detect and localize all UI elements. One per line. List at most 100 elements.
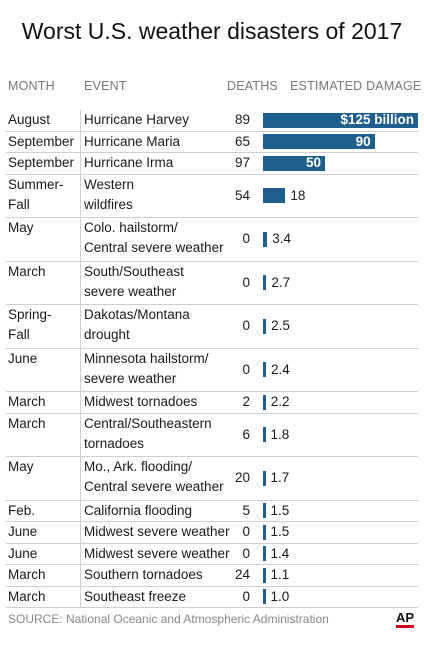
damage-bar bbox=[263, 275, 267, 291]
month-cell: June bbox=[8, 544, 78, 564]
event-text: Midwest severe weather bbox=[84, 524, 230, 539]
row-divider bbox=[6, 521, 418, 522]
deaths-value: 54 bbox=[234, 187, 250, 203]
damage-label: 50 bbox=[305, 155, 321, 171]
damage-label: 90 bbox=[355, 133, 371, 149]
ap-logo: AP bbox=[396, 611, 415, 628]
event-text: Hurricane Irma bbox=[84, 155, 174, 170]
month-cell: September bbox=[8, 132, 78, 152]
event-cell: Western wildfires bbox=[84, 175, 234, 215]
row-divider bbox=[6, 412, 418, 414]
event-text: drought bbox=[84, 327, 130, 342]
month-text: Summer- bbox=[8, 176, 64, 192]
damage-bar bbox=[263, 546, 266, 562]
event-text: Southern tornadoes bbox=[84, 567, 203, 582]
table-row: March South/Southeast severe weather 0 2.7 bbox=[0, 262, 424, 305]
event-cell: Midwest severe weather bbox=[84, 544, 234, 564]
damage-bar bbox=[263, 589, 266, 605]
month-text: May bbox=[8, 220, 34, 235]
month-text: Feb. bbox=[8, 502, 36, 518]
deaths-value: 24 bbox=[234, 567, 250, 583]
damage-bar bbox=[263, 134, 375, 150]
month-cell: March bbox=[8, 262, 78, 282]
month-cell: September bbox=[8, 153, 78, 173]
event-text: South/Southeast bbox=[84, 263, 184, 279]
event-cell: California flooding bbox=[84, 501, 234, 521]
event-text: Western bbox=[84, 176, 135, 192]
month-cell: August bbox=[8, 110, 78, 130]
damage-bar bbox=[263, 318, 267, 334]
table-row: Summer- Fall Western wildfires 54 18 bbox=[0, 175, 424, 218]
table-row: September Hurricane Irma 97 50 bbox=[0, 153, 424, 174]
table-row: May Colo. hailstorm/Central severe weathe… bbox=[0, 218, 424, 261]
header-deaths: DEATHS bbox=[227, 79, 278, 93]
damage-bar bbox=[263, 503, 266, 519]
table-row: March Southeast freeze 0 1.0 bbox=[0, 587, 424, 608]
source-note: SOURCE: National Oceanic and Atmospheric… bbox=[8, 612, 329, 626]
row-divider bbox=[6, 564, 418, 565]
event-cell: Southeast freeze bbox=[84, 587, 234, 607]
damage-bar bbox=[263, 112, 418, 128]
damage-label: 1.0 bbox=[270, 588, 290, 604]
column-divider bbox=[80, 392, 81, 413]
event-cell: Hurricane Maria bbox=[84, 132, 234, 152]
row-divider bbox=[6, 607, 418, 608]
damage-label: 1.5 bbox=[270, 502, 290, 518]
month-text: August bbox=[8, 112, 51, 127]
row-divider bbox=[6, 152, 418, 153]
event-cell: Midwest severe weather bbox=[84, 522, 234, 542]
month-cell: May bbox=[8, 218, 78, 238]
row-divider bbox=[6, 347, 418, 349]
event-text: Southeast freeze bbox=[84, 588, 187, 604]
event-cell: South/Southeast severe weather bbox=[84, 262, 234, 302]
row-divider bbox=[6, 173, 418, 175]
table-row: September Hurricane Maria 65 90 bbox=[0, 132, 424, 153]
damage-label: 1.8 bbox=[270, 426, 290, 442]
event-cell: Hurricane Irma bbox=[84, 153, 234, 173]
column-divider bbox=[80, 153, 81, 174]
event-cell: Hurricane Harvey bbox=[84, 110, 234, 130]
table-row: March Central/Southeastern tornadoes 6 1.8 bbox=[0, 414, 424, 457]
header-damage: ESTIMATED DAMAGE bbox=[290, 79, 422, 93]
event-text: Dakotas/Montana bbox=[84, 307, 190, 322]
damage-label: $125 billion bbox=[340, 112, 414, 128]
deaths-value: 97 bbox=[234, 155, 250, 171]
event-text: California flooding bbox=[84, 502, 193, 518]
month-text: Spring- bbox=[8, 307, 52, 322]
event-cell: Colo. hailstorm/Central severe weather bbox=[84, 218, 234, 258]
deaths-value: 0 bbox=[242, 318, 250, 334]
damage-bar bbox=[263, 567, 266, 583]
damage-label: 1.5 bbox=[270, 524, 290, 540]
column-divider bbox=[80, 500, 81, 521]
month-cell: Summer- Fall bbox=[8, 175, 78, 215]
month-text: March bbox=[8, 567, 46, 582]
table-row: May Mo., Ark. flooding/Central severe wea… bbox=[0, 457, 424, 500]
damage-label: 2.7 bbox=[271, 274, 291, 290]
column-divider bbox=[80, 586, 81, 607]
table-row: June Minnesota hailstorm/severe weather 0 2… bbox=[0, 349, 424, 392]
deaths-value: 0 bbox=[242, 361, 250, 377]
column-divider bbox=[80, 522, 81, 543]
damage-bar bbox=[263, 470, 266, 486]
damage-bar bbox=[263, 155, 325, 171]
event-text: Minnesota hailstorm/ bbox=[84, 350, 209, 366]
header-month: MONTH bbox=[8, 79, 55, 93]
table-row: June Midwest severe weather 0 1.4 bbox=[0, 544, 424, 565]
deaths-value: 6 bbox=[242, 426, 250, 442]
damage-label: 2.4 bbox=[270, 361, 290, 377]
event-text: Hurricane Maria bbox=[84, 133, 181, 149]
table-row: March Southern tornadoes 24 1.1 bbox=[0, 565, 424, 586]
damage-label: 1.1 bbox=[270, 567, 290, 583]
damage-bar bbox=[263, 427, 266, 443]
column-divider bbox=[80, 348, 81, 391]
table-row: Feb. California flooding 5 1.5 bbox=[0, 501, 424, 522]
event-text: Central severe weather bbox=[84, 240, 224, 255]
table-row: Spring- Fall Dakotas/Montana drought 0 2.5 bbox=[0, 305, 424, 348]
column-divider bbox=[80, 413, 81, 456]
deaths-value: 0 bbox=[242, 524, 250, 540]
deaths-value: 0 bbox=[242, 545, 250, 561]
row-divider bbox=[6, 391, 418, 392]
month-text: March bbox=[8, 394, 46, 409]
event-text: Midwest severe weather bbox=[84, 545, 230, 561]
month-cell: March bbox=[8, 587, 78, 607]
